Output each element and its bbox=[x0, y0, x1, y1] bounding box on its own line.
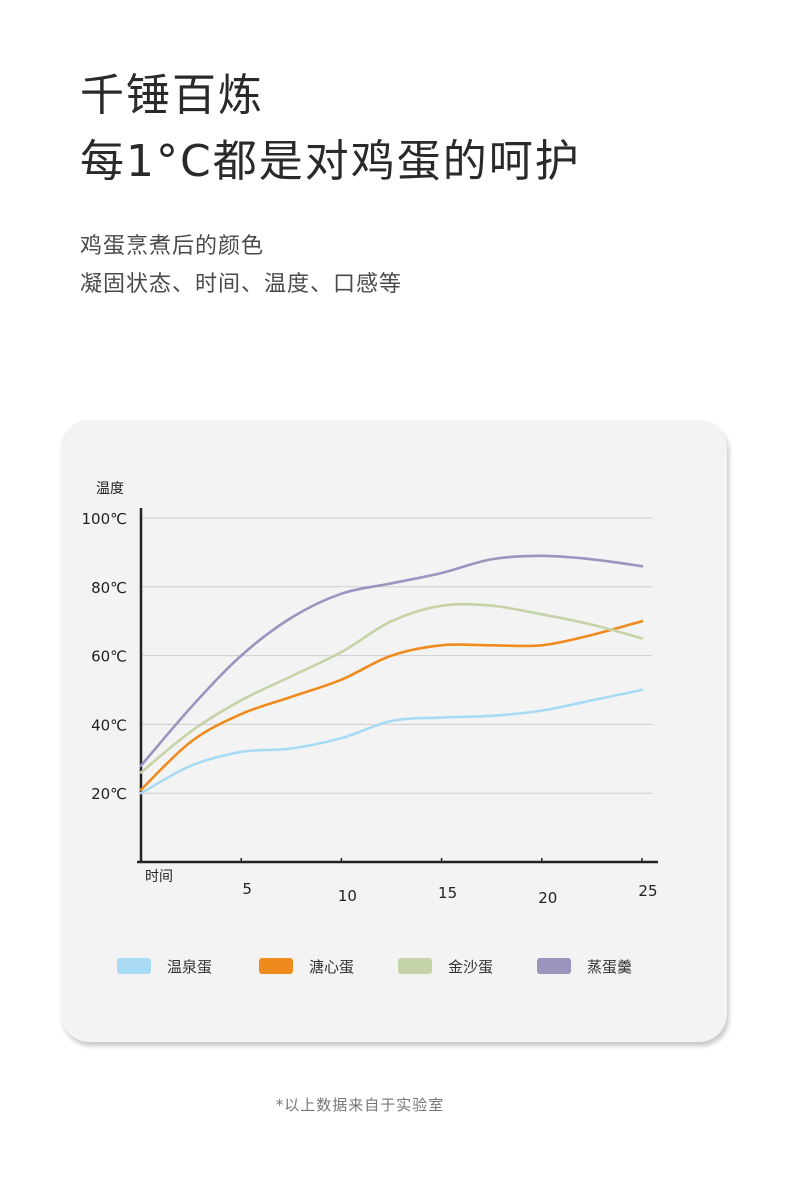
legend-label: 蒸蛋羹 bbox=[587, 957, 633, 976]
y-tick-label: 20℃ bbox=[91, 785, 127, 803]
legend-swatch bbox=[117, 958, 151, 974]
page-title-line1: 千锤百炼 bbox=[80, 70, 264, 121]
series-line-1 bbox=[139, 619, 644, 792]
legend-label: 温泉蛋 bbox=[167, 957, 213, 976]
legend-swatch bbox=[537, 958, 571, 974]
y-axis-title: 温度 bbox=[96, 481, 124, 497]
legend-item-2: 金沙蛋 bbox=[398, 956, 493, 976]
series-line-0 bbox=[139, 688, 644, 795]
series-line-3 bbox=[139, 554, 644, 767]
legend-label: 金沙蛋 bbox=[448, 957, 494, 976]
x-tick-label: 5 bbox=[242, 880, 252, 898]
legend-item-0: 温泉蛋 bbox=[117, 956, 212, 976]
subtitle-line2: 凝固状态、时间、温度、口感等 bbox=[80, 272, 403, 297]
footnote: *以上数据来自于实验室 bbox=[275, 1096, 445, 1114]
x-tick-label: 25 bbox=[638, 882, 657, 900]
legend-label: 溏心蛋 bbox=[309, 957, 355, 976]
y-tick-label: 60℃ bbox=[91, 648, 127, 666]
series-line-2 bbox=[139, 602, 644, 774]
legend-swatch bbox=[398, 958, 432, 974]
legend-swatch bbox=[259, 958, 293, 974]
y-tick-label: 80℃ bbox=[91, 579, 127, 597]
y-tick-label: 100℃ bbox=[82, 510, 127, 528]
legend-item-3: 蒸蛋羹 bbox=[537, 956, 632, 976]
x-tick-label: 15 bbox=[438, 884, 457, 902]
page-title-line2: 每1°C都是对鸡蛋的呵护 bbox=[80, 136, 581, 187]
x-axis-title: 时间 bbox=[145, 869, 173, 885]
x-tick-label: 10 bbox=[338, 887, 357, 905]
subtitle-line1: 鸡蛋烹煮后的颜色 bbox=[80, 234, 265, 259]
legend-item-1: 溏心蛋 bbox=[259, 956, 354, 976]
y-tick-label: 40℃ bbox=[91, 716, 127, 734]
x-tick-label: 20 bbox=[538, 889, 557, 907]
